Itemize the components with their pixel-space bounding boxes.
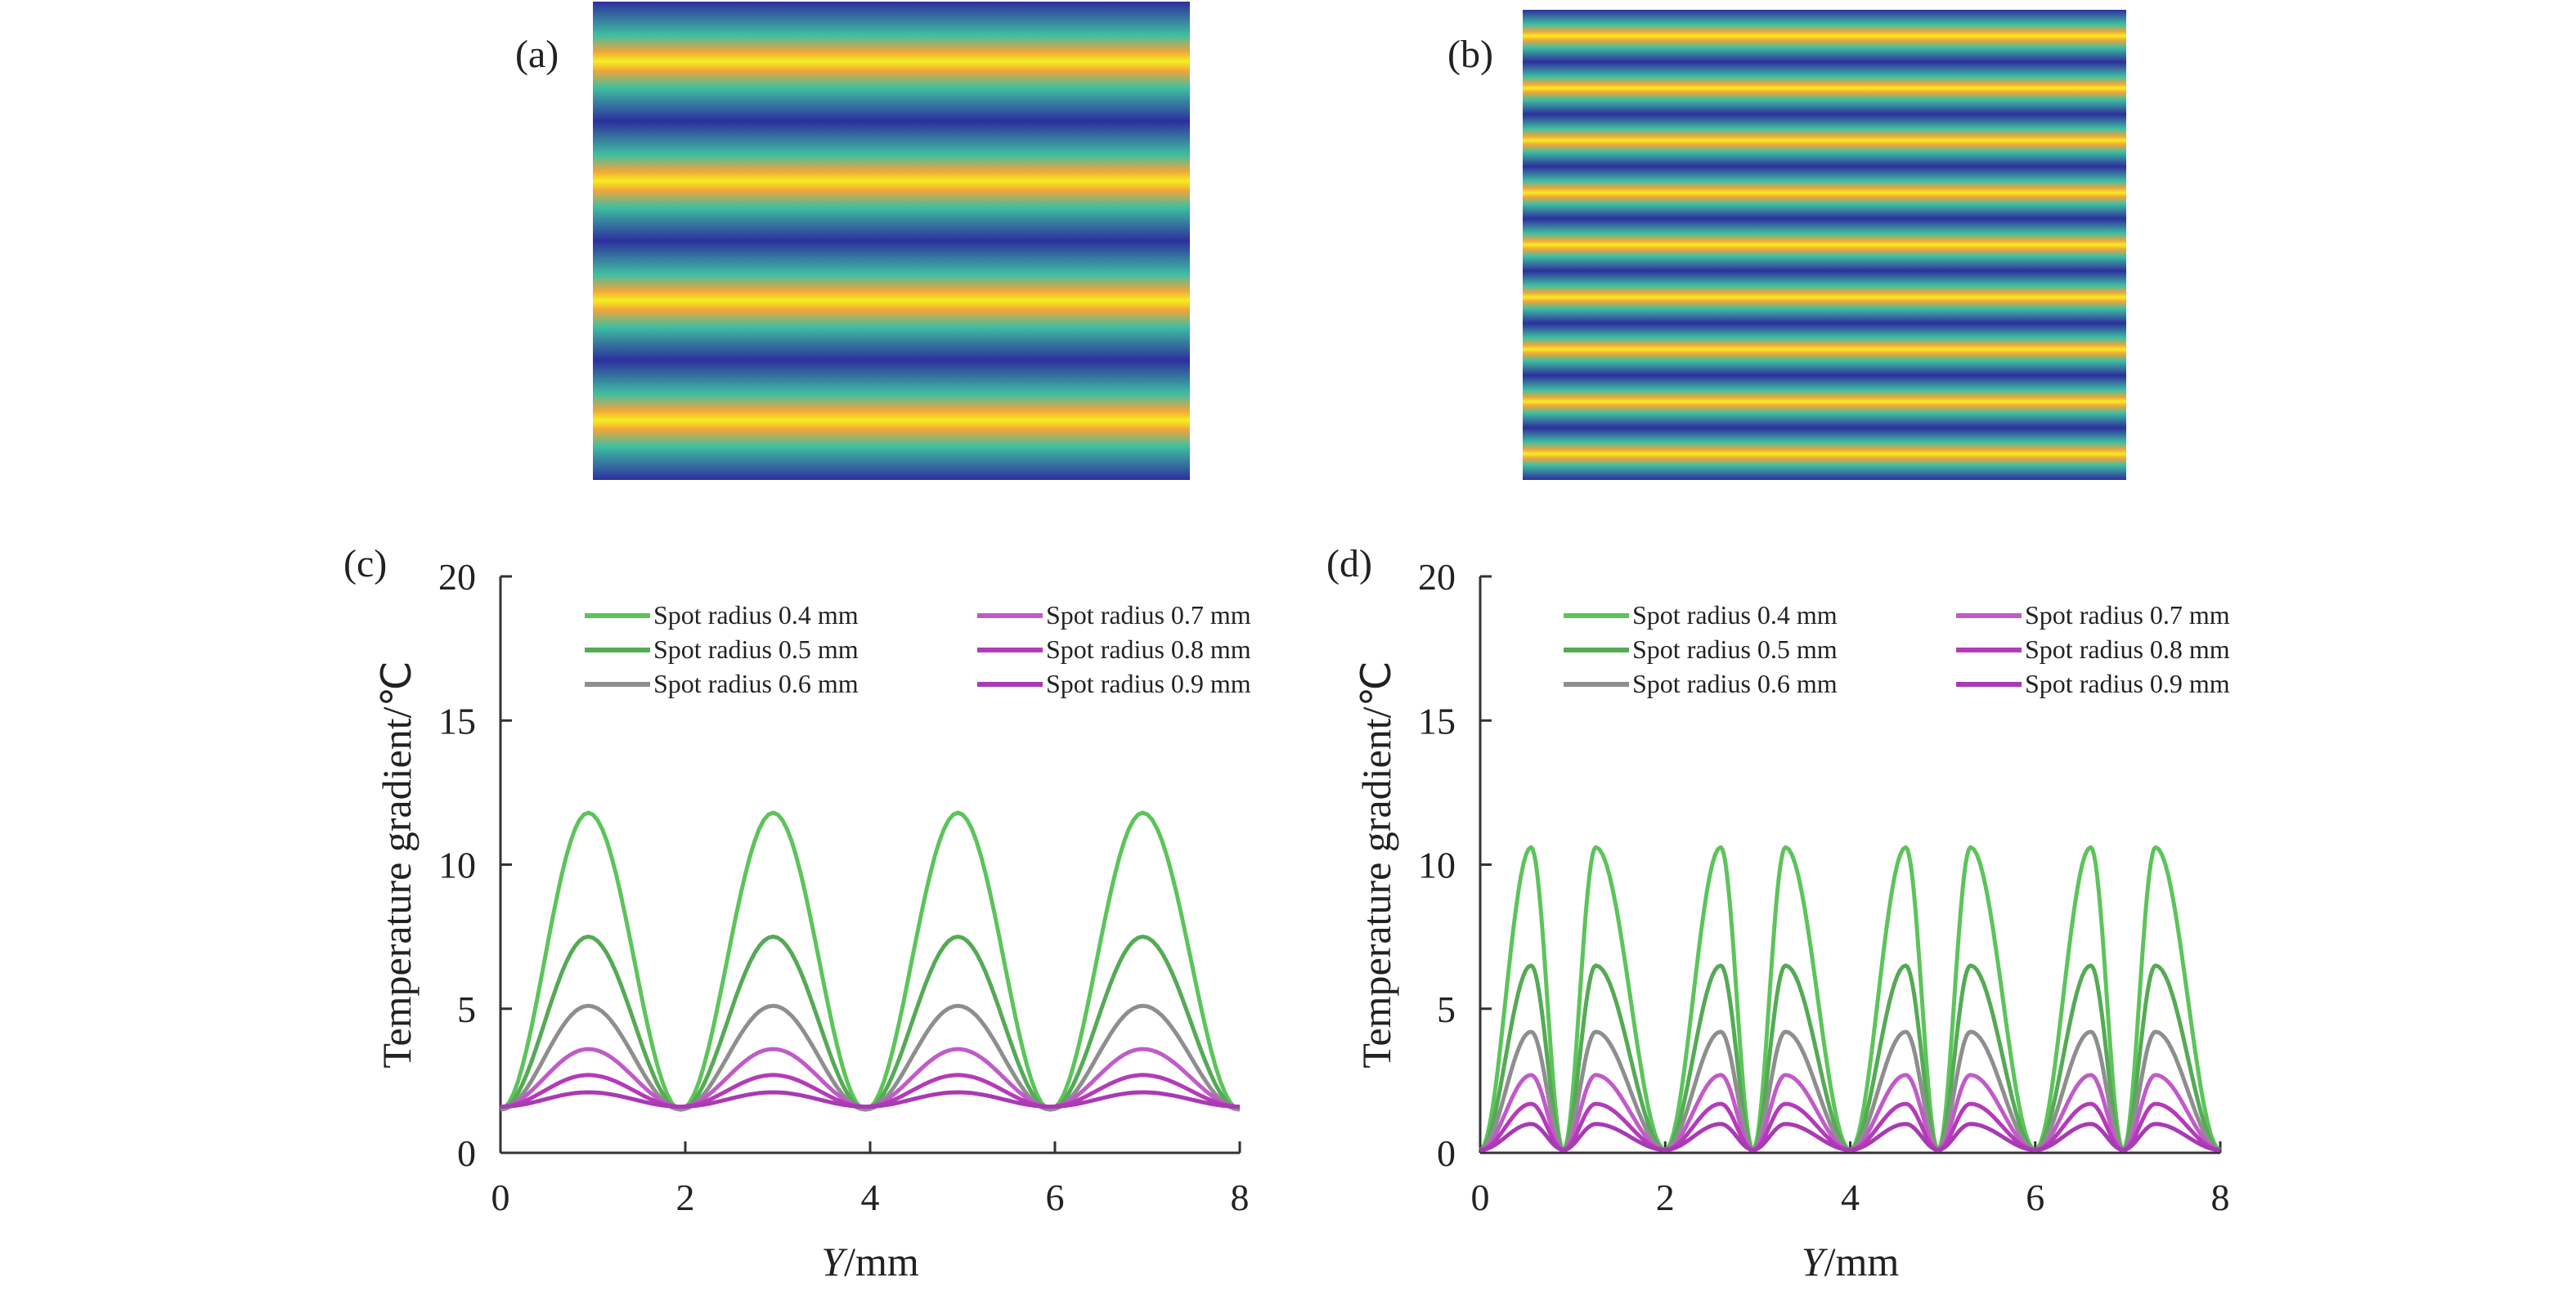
legend-label-1: Spot radius 0.5 mm xyxy=(653,634,859,664)
x-tick-label: 2 xyxy=(1656,1177,1675,1218)
x-tick-label: 0 xyxy=(491,1177,510,1218)
legend-label-3: Spot radius 0.7 mm xyxy=(2025,600,2230,630)
panel-b-heatmap xyxy=(1523,10,2126,480)
y-tick-label: 15 xyxy=(438,700,476,742)
panel-a-stripes xyxy=(593,2,1190,480)
y-tick-label: 5 xyxy=(1437,988,1456,1030)
panel-d-label: (d) xyxy=(1326,542,1372,585)
legend-label-4: Spot radius 0.8 mm xyxy=(2025,634,2230,664)
legend-label-2: Spot radius 0.6 mm xyxy=(1632,669,1838,698)
y-axis-title: Temperature gradient/℃ xyxy=(374,661,420,1068)
legend-label-1: Spot radius 0.5 mm xyxy=(1632,634,1838,664)
y-tick-label: 0 xyxy=(1437,1132,1456,1174)
legend-label-3: Spot radius 0.7 mm xyxy=(1046,600,1251,630)
y-tick-label: 10 xyxy=(1418,845,1456,886)
panel-a-label: (a) xyxy=(515,33,559,76)
x-tick-label: 6 xyxy=(1046,1177,1065,1218)
x-tick-label: 2 xyxy=(676,1177,695,1218)
x-axis-title: Y/mm xyxy=(821,1239,919,1284)
legend-label-5: Spot radius 0.9 mm xyxy=(2025,669,2230,698)
x-tick-label: 8 xyxy=(1231,1177,1250,1218)
panel-b-label: (b) xyxy=(1447,33,1493,76)
series-line-4 xyxy=(500,1073,1241,1109)
panel-a-heatmap xyxy=(593,2,1190,480)
x-tick-label: 6 xyxy=(2026,1177,2044,1218)
series-line-5 xyxy=(1479,1122,2221,1152)
y-tick-label: 10 xyxy=(438,845,476,886)
y-tick-label: 0 xyxy=(457,1132,476,1174)
x-tick-label: 0 xyxy=(1471,1177,1490,1218)
y-tick-label: 15 xyxy=(1418,700,1456,742)
legend-label-0: Spot radius 0.4 mm xyxy=(1632,600,1838,630)
x-tick-label: 4 xyxy=(1841,1177,1860,1218)
legend-label-0: Spot radius 0.4 mm xyxy=(653,600,859,630)
x-axis-title: Y/mm xyxy=(1802,1239,1900,1284)
x-tick-label: 8 xyxy=(2211,1177,2230,1218)
x-tick-label: 4 xyxy=(861,1177,880,1218)
panel-c-label: (c) xyxy=(343,542,387,585)
y-tick-label: 20 xyxy=(438,556,476,598)
series-line-2 xyxy=(500,1003,1241,1112)
series-line-5 xyxy=(500,1090,1241,1109)
y-tick-label: 20 xyxy=(1418,556,1456,598)
y-axis-title: Temperature gradient/℃ xyxy=(1353,661,1399,1068)
chart-d: 0 5 10 15 20 0 2 4 6 8 Temperature gradient/℃ Y/mm S… xyxy=(1353,556,2230,1284)
y-tick-label: 5 xyxy=(457,988,476,1030)
legend-label-2: Spot radius 0.6 mm xyxy=(653,669,859,698)
panel-b-stripes xyxy=(1523,10,2126,480)
legend-label-5: Spot radius 0.9 mm xyxy=(1046,669,1251,698)
chart-c: 0 5 10 15 20 0 2 4 6 8 Temperature gradient/℃ Y/mm S… xyxy=(374,556,1251,1284)
legend-label-4: Spot radius 0.8 mm xyxy=(1046,634,1251,664)
